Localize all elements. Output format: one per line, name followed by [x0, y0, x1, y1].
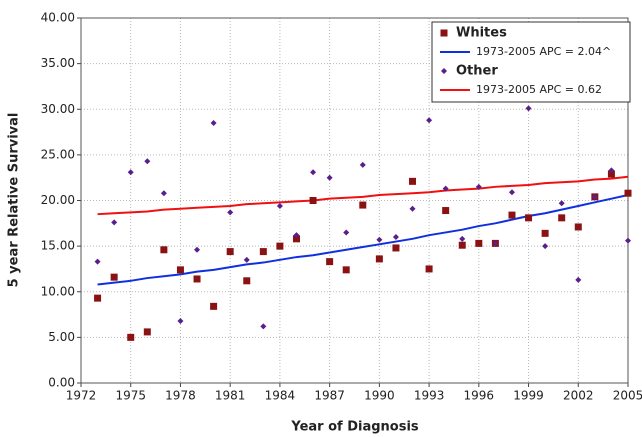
point — [276, 202, 283, 209]
point — [426, 117, 433, 124]
point — [160, 190, 167, 197]
point — [94, 258, 101, 265]
point — [210, 119, 217, 126]
point — [111, 219, 118, 226]
y-tick-label: 10.00 — [41, 284, 75, 298]
point — [243, 256, 250, 263]
point — [425, 265, 433, 273]
y-tick-label: 25.00 — [41, 147, 75, 161]
legend-marker — [440, 29, 448, 37]
point — [260, 323, 267, 330]
point — [508, 211, 516, 219]
x-tick-label: 1990 — [364, 389, 395, 403]
point — [508, 189, 515, 196]
point — [326, 174, 333, 181]
point — [292, 235, 300, 243]
point — [442, 207, 450, 215]
y-axis-title: 5 year Relative Survival — [7, 113, 22, 288]
y-tick-label: 5.00 — [48, 330, 75, 344]
y-tick-label: 0.00 — [48, 376, 75, 390]
x-axis-title: Year of Diagnosis — [290, 420, 419, 435]
point — [127, 333, 135, 341]
x-tick-label: 1975 — [115, 389, 146, 403]
x-tick-label: 2002 — [563, 389, 594, 403]
point — [458, 241, 466, 249]
point — [276, 242, 284, 250]
point — [310, 169, 317, 176]
point — [558, 214, 566, 222]
legend-label: Whites — [456, 26, 507, 41]
point — [143, 328, 151, 336]
point — [194, 246, 201, 253]
point — [542, 243, 549, 250]
point — [525, 105, 532, 112]
legend-label: Other — [456, 64, 498, 79]
point — [591, 193, 598, 200]
point — [475, 239, 483, 247]
point — [144, 158, 151, 165]
x-tick-label: 1996 — [464, 389, 495, 403]
point — [259, 248, 267, 256]
point — [193, 275, 201, 283]
point — [541, 229, 549, 237]
x-tick-label: 1987 — [314, 389, 345, 403]
y-tick-label: 35.00 — [41, 56, 75, 70]
point — [160, 246, 168, 254]
x-tick-label: 1993 — [414, 389, 445, 403]
y-tick-label: 30.00 — [41, 102, 75, 116]
y-tick-label: 20.00 — [41, 193, 75, 207]
x-tick-label: 1999 — [513, 389, 544, 403]
point — [326, 258, 334, 266]
point — [342, 266, 350, 274]
legend-label: 1973-2005 APC = 0.62 — [476, 83, 602, 96]
y-tick-label: 40.00 — [41, 11, 75, 25]
point — [243, 277, 251, 285]
x-tick-label: 1978 — [165, 389, 196, 403]
legend-box — [431, 21, 631, 103]
point — [309, 197, 317, 204]
x-tick-label: 1981 — [215, 389, 246, 403]
x-tick-label: 1984 — [265, 389, 296, 403]
point — [608, 167, 615, 174]
point — [409, 177, 417, 185]
point — [492, 240, 499, 247]
point — [442, 185, 449, 192]
point — [625, 237, 631, 244]
point — [392, 234, 399, 240]
point — [359, 201, 367, 209]
point — [210, 302, 218, 310]
point — [343, 229, 350, 236]
plot-frame — [80, 17, 629, 384]
point — [475, 183, 482, 190]
point — [227, 209, 234, 216]
x-tick-label: 2005 — [613, 389, 642, 403]
point — [376, 236, 383, 243]
point — [127, 169, 134, 176]
point — [110, 273, 118, 281]
point — [409, 205, 416, 212]
point — [359, 161, 366, 168]
point — [293, 232, 300, 239]
trend-line — [97, 194, 629, 286]
point — [176, 266, 184, 274]
point — [226, 248, 234, 256]
point — [558, 200, 565, 207]
point — [459, 235, 466, 242]
legend-marker — [441, 68, 447, 74]
point — [375, 255, 383, 263]
y-tick-label: 15.00 — [41, 239, 75, 253]
point — [574, 223, 582, 231]
point — [575, 276, 582, 283]
legend-label: 1973-2005 APC = 2.04^ — [476, 45, 611, 58]
point — [525, 214, 533, 222]
point — [177, 317, 184, 324]
point — [624, 189, 632, 197]
point — [607, 170, 615, 178]
x-tick-label: 1972 — [66, 389, 97, 403]
point — [94, 294, 102, 302]
trend-line — [97, 175, 629, 216]
point — [392, 244, 400, 252]
